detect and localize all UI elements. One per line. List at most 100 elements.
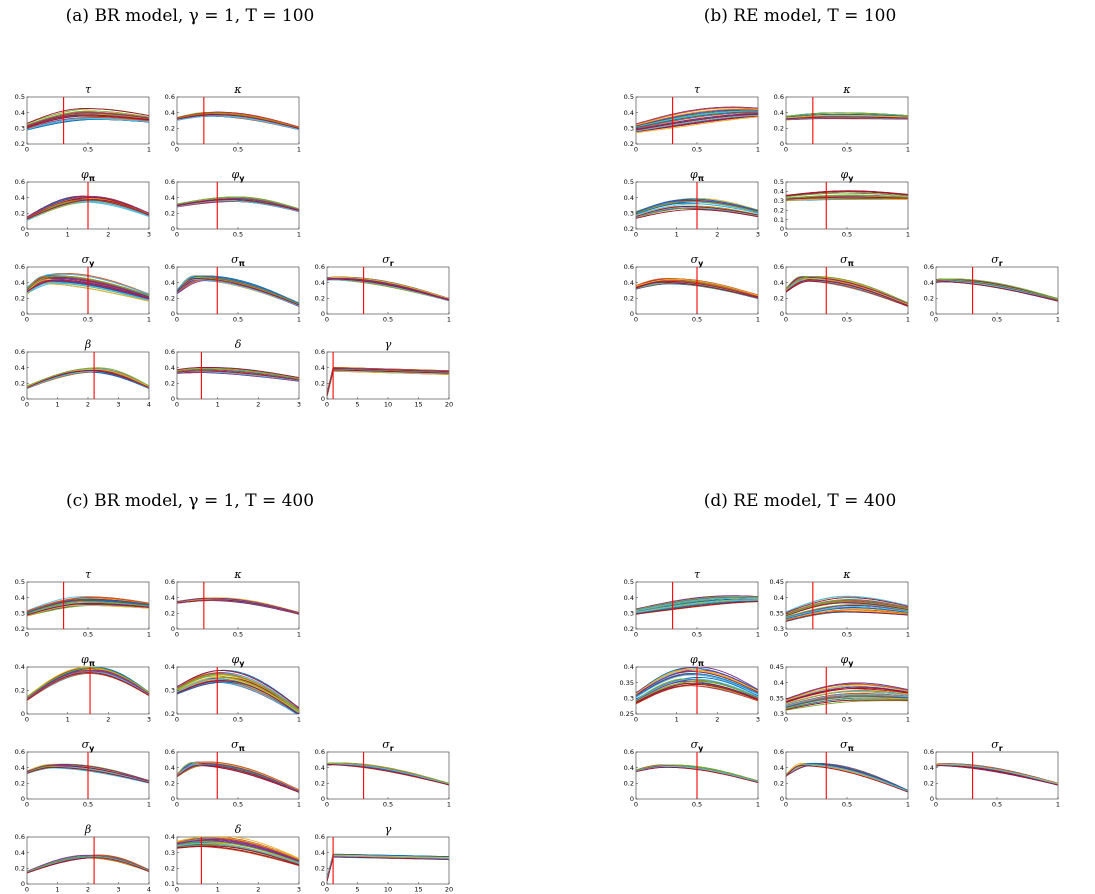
x-tick-label: 5 (355, 401, 359, 409)
density-line (636, 600, 758, 615)
density-line (636, 109, 758, 127)
x-tick-label: 0 (325, 316, 329, 324)
density-line (936, 764, 1058, 785)
y-tick-label: 0 (21, 310, 25, 318)
subplot-title: φπ (81, 168, 95, 183)
density-line (636, 111, 758, 128)
subplot-d-6: 0 0.5 1 0 0.2 0.4 0.6 σπ (774, 738, 910, 809)
x-tick-label: 3 (297, 886, 301, 894)
density-line (327, 856, 449, 882)
y-tick-label: 0.2 (315, 380, 325, 388)
y-tick-label: 0.2 (15, 780, 25, 788)
x-tick-label: 0 (784, 801, 788, 809)
density-curves (786, 112, 908, 121)
subplot-title: φy (232, 653, 246, 668)
density-line (27, 599, 149, 614)
subplot-title: σr (991, 738, 1003, 753)
y-tick-label: 0.2 (15, 295, 25, 303)
density-line (786, 765, 908, 793)
density-line (327, 367, 449, 394)
y-tick-label: 0.6 (774, 748, 784, 756)
x-tick-label: 0.5 (383, 801, 393, 809)
density-line (786, 114, 908, 119)
density-curves (177, 669, 299, 714)
density-line (27, 108, 149, 124)
density-line (177, 841, 299, 863)
y-tick-label: 0.5 (624, 578, 634, 586)
y-tick-label: 0.4 (15, 663, 25, 671)
y-tick-label: 0.2 (624, 625, 634, 633)
x-tick-label: 0 (634, 801, 638, 809)
subplot-title: κ (842, 568, 851, 581)
x-tick-label: 0.5 (83, 631, 93, 639)
x-tick-label: 0 (25, 631, 29, 639)
density-line (177, 196, 299, 210)
y-tick-label: 0 (171, 625, 175, 633)
subplot-title: β (84, 338, 91, 351)
density-line (636, 112, 758, 130)
x-tick-label: 1 (906, 146, 910, 154)
y-tick-label: 0.2 (165, 865, 175, 873)
density-line (327, 855, 449, 881)
x-tick-label: 4 (147, 886, 151, 894)
y-tick-label: 0.3 (774, 197, 784, 205)
density-line (636, 115, 758, 133)
y-tick-label: 0.35 (770, 610, 784, 618)
x-tick-label: 0 (934, 801, 938, 809)
x-tick-label: 0.5 (842, 801, 852, 809)
x-tick-label: 1 (55, 886, 59, 894)
y-tick-label: 0 (780, 310, 784, 318)
subplot-d-1: 0 0.5 1 0.2 0.3 0.4 0.5 τ (624, 568, 760, 639)
y-tick-label: 0.2 (15, 140, 25, 148)
density-line (786, 689, 908, 704)
density-line (177, 599, 299, 615)
subplot-title: σπ (231, 253, 245, 268)
subplot-a-6: 0 0.5 1 0 0.2 0.4 0.6 σπ (165, 253, 301, 324)
density-line (786, 693, 908, 707)
density-line (327, 762, 449, 784)
density-line (936, 764, 1058, 785)
density-curves (786, 682, 908, 711)
density-curves (786, 190, 908, 202)
y-tick-label: 0.2 (165, 780, 175, 788)
y-tick-label: 0.6 (624, 263, 634, 271)
density-line (177, 597, 299, 614)
x-tick-label: 0.5 (83, 801, 93, 809)
x-tick-label: 20 (445, 401, 453, 409)
subplot-title: γ (385, 338, 392, 351)
y-tick-label: 0 (21, 880, 25, 888)
x-tick-label: 0 (175, 401, 179, 409)
x-tick-label: 1 (297, 316, 301, 324)
subplot-d-2: 0 0.5 1 0.3 0.35 0.4 0.45 κ (770, 568, 911, 639)
density-line (327, 856, 449, 882)
y-tick-label: 0 (21, 795, 25, 803)
subplot-a-1: 0 0.5 1 0.2 0.3 0.4 0.5 τ (15, 83, 151, 154)
y-tick-label: 0.2 (774, 206, 784, 214)
x-tick-label: 0 (175, 316, 179, 324)
x-tick-label: 0 (175, 801, 179, 809)
density-line (327, 853, 449, 879)
density-line (177, 837, 299, 860)
density-line (936, 764, 1058, 785)
x-tick-label: 1 (906, 316, 910, 324)
x-tick-label: 1 (147, 316, 151, 324)
y-tick-label: 0.45 (770, 663, 784, 671)
density-line (936, 279, 1058, 300)
axes-box (176, 751, 300, 800)
density-line (636, 114, 758, 132)
x-tick-label: 1 (216, 401, 220, 409)
density-line (327, 370, 449, 397)
y-tick-label: 0.2 (924, 295, 934, 303)
subplot-title: σy (691, 738, 705, 753)
x-tick-label: 1 (906, 231, 910, 239)
y-tick-label: 0.2 (624, 140, 634, 148)
x-tick-label: 1 (297, 146, 301, 154)
density-line (786, 595, 908, 613)
y-tick-label: 0.4 (774, 764, 784, 772)
density-line (27, 370, 149, 389)
density-curves (177, 761, 299, 793)
x-tick-label: 0.5 (842, 316, 852, 324)
density-curves (636, 595, 758, 615)
x-tick-label: 1 (756, 146, 760, 154)
subplot-b-1: 0 0.5 1 0.2 0.3 0.4 0.5 τ (624, 83, 760, 154)
